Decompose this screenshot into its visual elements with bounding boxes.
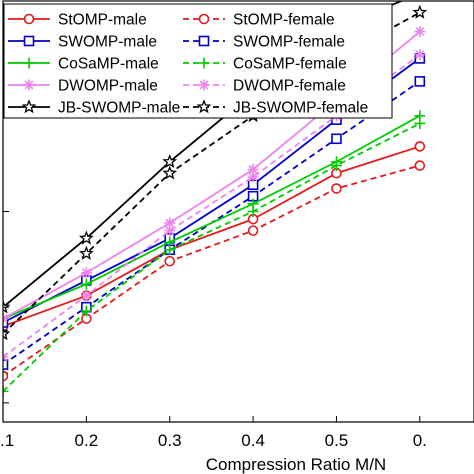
legend: StOMP-male StOMP-female SWOMP-male SWOMP-fe… xyxy=(3,3,393,119)
data-point-stomp-female-0 xyxy=(3,370,9,382)
legend-marker xyxy=(23,13,35,25)
data-point-stomp-female-4 xyxy=(331,183,342,194)
data-point-jb-swomp-male-2 xyxy=(162,153,178,169)
data-point-dwomp-male-3 xyxy=(247,163,259,175)
data-point-cosamp-male-1 xyxy=(80,278,92,290)
data-point-stomp-female-2 xyxy=(164,255,176,267)
legend-label: SWOMP-male xyxy=(58,34,157,51)
data-point-dwomp-female-3 xyxy=(247,171,259,183)
legend-marker xyxy=(198,13,210,25)
data-point-swomp-female-5 xyxy=(414,76,426,87)
legend-label: DWOMP-male xyxy=(58,78,158,95)
legend-item-cosamp-male: CoSaMP-male xyxy=(8,56,159,73)
legend-marker xyxy=(23,57,35,69)
x-tick-label-0: .1 xyxy=(0,431,14,450)
x-tick-label-2: 0.3 xyxy=(158,431,182,450)
legend-item-dwomp-male: DWOMP-male xyxy=(8,78,158,95)
legend-item-stomp-female: StOMP-female xyxy=(183,12,335,29)
data-point-dwomp-male-5 xyxy=(414,26,426,38)
axes-layer: .1 0.2 0.3 0.4 0.5 0. xyxy=(0,0,474,450)
legend-label: JB-SWOMP-male xyxy=(58,100,180,117)
series-line-stomp-female xyxy=(3,164,421,377)
x-tick-label-3: 0.4 xyxy=(241,431,265,450)
legend-item-cosamp-female: CoSaMP-female xyxy=(183,56,347,73)
legend-marker xyxy=(23,79,35,91)
legend-marker xyxy=(21,99,37,114)
data-point-dwomp-male-2 xyxy=(164,217,176,229)
series-line-jb-swomp-female xyxy=(3,11,421,335)
data-point-swomp-male-0 xyxy=(3,317,9,328)
x-tick-label-4: 0.5 xyxy=(325,431,349,450)
legend-label: CoSaMP-female xyxy=(233,56,347,73)
legend-label: CoSaMP-male xyxy=(58,56,159,73)
data-point-cosamp-female-5 xyxy=(414,117,426,129)
data-point-stomp-female-5 xyxy=(414,160,426,171)
data-point-jb-swomp-female-5 xyxy=(412,4,428,19)
data-point-jb-swomp-male-0 xyxy=(3,299,11,314)
legend-marker xyxy=(23,35,35,47)
data-point-dwomp-female-2 xyxy=(164,225,176,237)
data-point-jb-swomp-female-1 xyxy=(78,245,94,260)
x-axis-title: Compression Ratio M/N xyxy=(206,455,386,474)
data-point-stomp-female-3 xyxy=(247,225,259,236)
data-point-swomp-female-4 xyxy=(331,133,342,145)
series-line-cosamp-male xyxy=(3,115,421,320)
data-point-dwomp-male-1 xyxy=(80,267,92,279)
legend-marker xyxy=(196,99,212,114)
data-point-jb-swomp-male-1 xyxy=(78,230,94,245)
legend-label: DWOMP-female xyxy=(233,78,346,95)
data-point-dwomp-female-5 xyxy=(414,49,426,61)
data-point-swomp-female-0 xyxy=(3,359,9,370)
data-point-cosamp-female-3 xyxy=(247,206,259,217)
legend-item-swomp-female: SWOMP-female xyxy=(183,34,345,51)
legend-marker xyxy=(198,57,210,69)
data-point-cosamp-female-2 xyxy=(164,244,176,256)
legend-label: JB-SWOMP-female xyxy=(233,100,368,117)
legend-item-swomp-male: SWOMP-male xyxy=(8,34,157,51)
series-line-cosamp-female xyxy=(3,122,421,393)
data-point-stomp-male-5 xyxy=(414,141,426,152)
legend-label: StOMP-male xyxy=(58,12,147,29)
legend-label: SWOMP-female xyxy=(233,34,345,51)
legend-label: StOMP-female xyxy=(233,12,335,29)
legend-item-dwomp-female: DWOMP-female xyxy=(183,78,346,95)
series-stomp-female xyxy=(3,160,426,382)
data-point-cosamp-female-4 xyxy=(330,160,342,172)
legend-item-jb-swomp-male: JB-SWOMP-male xyxy=(8,99,180,117)
legend-marker xyxy=(198,35,210,47)
data-point-dwomp-female-1 xyxy=(80,290,92,302)
data-point-jb-swomp-female-0 xyxy=(3,326,11,341)
series-line-stomp-male xyxy=(3,145,421,328)
legend-item-stomp-male: StOMP-male xyxy=(8,12,147,29)
data-point-jb-swomp-female-2 xyxy=(162,165,178,180)
series-cosamp-female xyxy=(3,117,426,397)
data-point-cosamp-female-1 xyxy=(80,305,92,317)
legend-box xyxy=(3,3,393,119)
x-tick-label-1: 0.2 xyxy=(75,431,99,450)
data-point-cosamp-female-0 xyxy=(3,385,9,397)
legend-marker xyxy=(198,79,210,91)
x-tick-label-5: 0. xyxy=(413,431,427,450)
legend-item-jb-swomp-female: JB-SWOMP-female xyxy=(183,99,368,117)
